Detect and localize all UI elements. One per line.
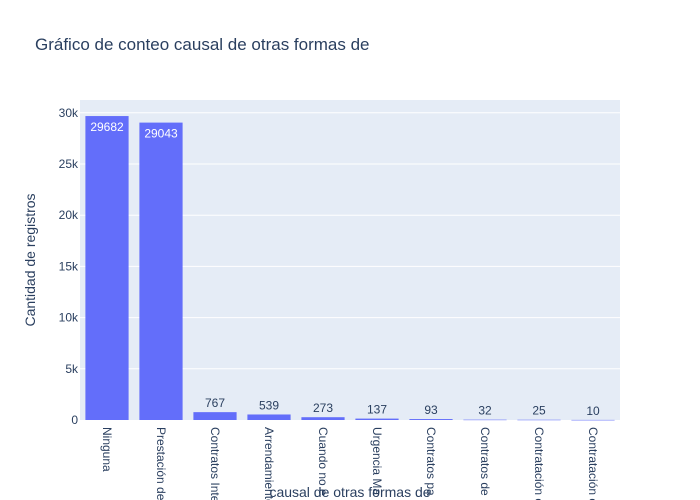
y-tick-label: 25k — [59, 157, 79, 171]
bar-value-label: 137 — [367, 403, 387, 417]
y-axis-title: Cantidad de registros — [22, 193, 38, 326]
bar — [409, 419, 453, 420]
bar-value-label: 29682 — [90, 120, 124, 134]
bar — [355, 418, 399, 420]
x-tick-label: Contratos pa — [424, 427, 438, 496]
x-axis-title: causal de otras formas de — [269, 484, 430, 500]
x-axis-ticks: Ninguna Prestación de Contratos Inte Arrend… — [100, 427, 600, 500]
y-tick-label: 10k — [59, 311, 79, 325]
bar-value-label: 29043 — [144, 127, 178, 141]
bar — [139, 122, 183, 421]
bar — [193, 412, 237, 420]
bar — [247, 414, 291, 420]
x-tick-label: Arrendamiento — [262, 427, 276, 500]
bar-value-label: 273 — [313, 401, 333, 415]
bar — [85, 116, 129, 420]
x-tick-label: Urgencia Ma — [370, 427, 384, 495]
bar — [517, 419, 561, 421]
y-tick-label: 5k — [65, 362, 79, 376]
bar-value-label: 539 — [259, 398, 279, 412]
bars: 29682 29043 767 539 273 137 93 32 25 10 — [85, 116, 615, 421]
bar-value-label: 25 — [532, 404, 546, 418]
x-tick-label: Contratos Inte — [208, 427, 222, 500]
x-tick-label: Contratos de — [478, 427, 492, 496]
y-tick-label: 15k — [59, 259, 79, 273]
bar — [463, 419, 507, 421]
y-tick-label: 0 — [71, 413, 78, 427]
chart-title: Gráfico de conteo causal de otras formas… — [35, 35, 370, 54]
x-tick-label: Prestación de — [154, 427, 168, 500]
y-tick-label: 30k — [59, 106, 79, 120]
y-axis-ticks: 0 5k 10k 15k 20k 25k 30k — [59, 106, 79, 427]
bar — [301, 417, 345, 420]
x-tick-label: Ninguna — [100, 427, 114, 472]
bar-value-label: 10 — [586, 404, 600, 418]
y-tick-label: 20k — [59, 208, 79, 222]
bar-value-label: 767 — [205, 396, 225, 410]
x-tick-label: Cuando no e — [316, 427, 330, 496]
bar-value-label: 93 — [424, 403, 438, 417]
x-tick-label: Contratación c — [532, 427, 546, 500]
bar-value-label: 32 — [478, 404, 492, 418]
bar — [571, 419, 615, 421]
x-tick-label: Contratación c — [586, 427, 600, 500]
